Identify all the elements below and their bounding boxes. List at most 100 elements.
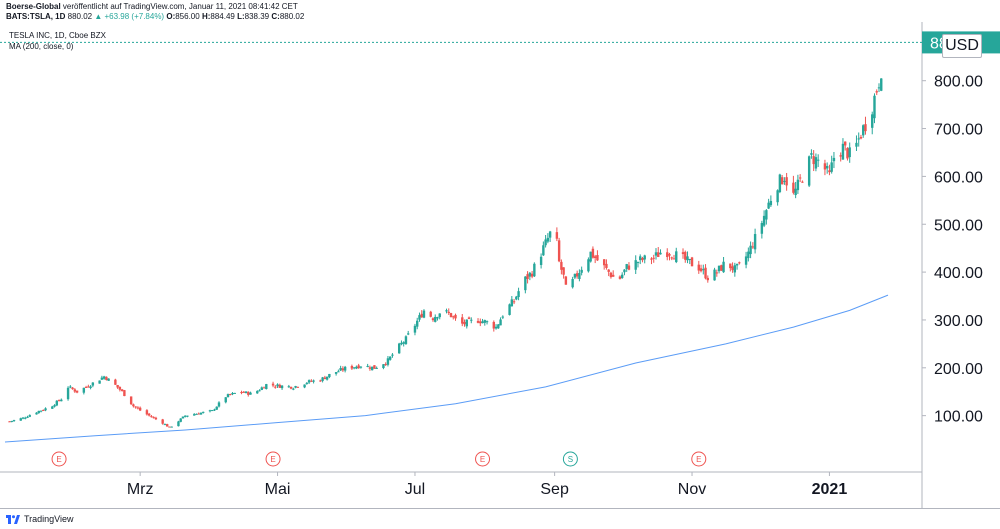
candle xyxy=(571,276,574,289)
earnings-event-marker[interactable]: E xyxy=(475,451,491,467)
price-chart[interactable]: 100.00 200.00 300.00 400.00 500.00 600.00 700.… xyxy=(0,22,1000,508)
candle xyxy=(181,416,185,419)
candle xyxy=(391,353,394,358)
candle xyxy=(262,386,266,389)
price-axis[interactable]: 100.00 200.00 300.00 400.00 500.00 600.00 700.… xyxy=(922,74,983,426)
candle xyxy=(44,407,47,412)
candle-body xyxy=(636,262,640,264)
candle-body xyxy=(87,386,90,388)
author-name[interactable]: Boerse-Global xyxy=(6,2,61,11)
candle-body xyxy=(368,367,372,369)
candle-body xyxy=(452,316,455,318)
candle-body xyxy=(623,269,626,273)
candle-body xyxy=(575,273,579,277)
candle xyxy=(226,393,230,398)
candle-body xyxy=(794,188,797,196)
candle-body xyxy=(832,157,836,162)
candle xyxy=(229,393,232,396)
candle-body xyxy=(807,156,811,186)
candle xyxy=(82,387,86,395)
candle xyxy=(848,142,851,163)
footer: TradingView xyxy=(0,508,1000,529)
candle-body xyxy=(431,318,435,321)
candle xyxy=(864,116,867,135)
tradingview-logo[interactable]: TradingView xyxy=(6,514,74,524)
candle xyxy=(388,356,392,361)
candle-body xyxy=(670,257,673,259)
candle-body xyxy=(697,264,700,271)
candle xyxy=(832,152,836,169)
candle xyxy=(776,189,779,206)
candle-body xyxy=(825,166,829,169)
candle xyxy=(136,406,140,410)
candle-body xyxy=(73,389,77,392)
candle xyxy=(294,385,297,389)
candle xyxy=(625,263,628,272)
candle-body xyxy=(71,387,74,390)
currency-button[interactable]: USD xyxy=(942,34,982,58)
publish-text: veröffentlicht auf TradingView.com, Janu… xyxy=(62,2,298,11)
candle xyxy=(265,383,268,390)
candle xyxy=(271,381,275,388)
candle xyxy=(357,363,360,369)
candle-body xyxy=(53,405,56,407)
candle-body xyxy=(731,266,734,271)
candle-body xyxy=(436,317,439,319)
candle xyxy=(751,242,755,249)
candle-body xyxy=(722,261,725,273)
candle xyxy=(87,384,90,388)
candle xyxy=(492,320,496,332)
candle-body xyxy=(37,410,40,413)
candle-body xyxy=(620,274,624,278)
candle xyxy=(792,175,795,195)
candle-body xyxy=(573,273,577,278)
earnings-event-marker[interactable]: E xyxy=(691,451,707,467)
candle-body xyxy=(10,420,13,422)
candle xyxy=(839,152,842,162)
candle xyxy=(670,256,673,261)
candle xyxy=(620,272,624,279)
candle xyxy=(138,406,142,412)
candle xyxy=(242,390,245,393)
candle-body xyxy=(375,367,378,369)
candle-body xyxy=(384,364,387,366)
candle xyxy=(877,83,881,93)
candle xyxy=(855,135,858,151)
event-circle xyxy=(691,451,707,467)
candle-body xyxy=(422,310,426,318)
candle xyxy=(765,209,768,225)
candle xyxy=(578,269,581,282)
candle-body xyxy=(609,272,613,278)
candle-body xyxy=(749,245,752,255)
candle xyxy=(215,406,218,410)
candle xyxy=(602,258,606,270)
candle-body xyxy=(292,388,295,390)
time-axis[interactable]: Mrz Mai Jul Sep Nov 2021 xyxy=(127,472,848,498)
symbol-label[interactable]: BATS:TSLA, 1D xyxy=(6,12,66,21)
candle-body xyxy=(564,276,568,285)
candle-body xyxy=(508,304,511,315)
time-tick-label: Nov xyxy=(678,481,706,498)
earnings-event-marker[interactable]: E xyxy=(51,451,67,467)
ohlc-line: BATS:TSLA, 1D 880.02 ▲ +63.98 (+7.84%) O… xyxy=(6,12,304,22)
candle-body xyxy=(467,317,471,319)
candle-body xyxy=(231,392,234,395)
indicator-label[interactable]: MA (200, close, 0) xyxy=(9,42,74,51)
candle xyxy=(375,366,378,369)
candle-body xyxy=(195,413,198,415)
candle xyxy=(195,413,198,415)
candle-body xyxy=(751,246,755,248)
candle xyxy=(413,323,417,336)
candle-body xyxy=(675,251,678,263)
earnings-event-marker[interactable]: E xyxy=(265,451,281,467)
candle xyxy=(319,379,322,382)
split-event-marker[interactable]: S xyxy=(562,451,578,467)
candle xyxy=(231,392,234,396)
candle xyxy=(179,418,182,423)
candle xyxy=(66,386,70,401)
candle xyxy=(416,317,419,330)
candle-body xyxy=(643,255,646,260)
candle xyxy=(846,147,849,161)
candle xyxy=(481,318,484,324)
